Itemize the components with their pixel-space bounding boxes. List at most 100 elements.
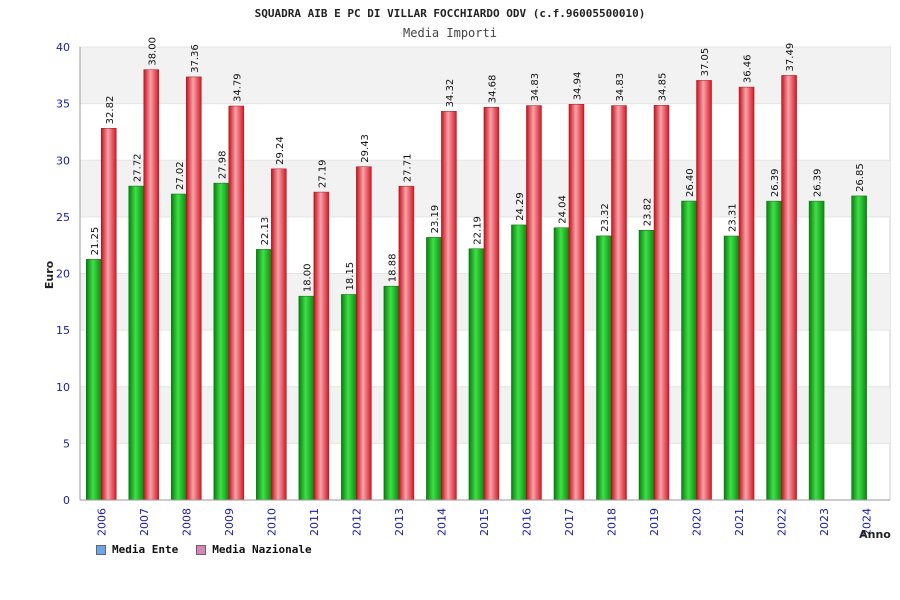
data-label-nazionale: 34.85	[658, 73, 669, 102]
data-label-nazionale: 29.24	[275, 136, 286, 165]
bar-media-ente	[766, 200, 782, 501]
legend-swatch-ente	[96, 544, 106, 555]
x-tick-label: 2010	[265, 508, 278, 536]
x-tick-label: 2023	[818, 508, 831, 536]
bar-media-nazionale	[186, 76, 202, 501]
bar-media-nazionale	[101, 128, 117, 501]
bar-media-ente	[213, 182, 230, 501]
bar-media-ente	[808, 200, 825, 501]
bars: 21.25 32.82 27.72 38.00 27.02 37.36 27.98 34.79…	[86, 37, 867, 501]
data-label-nazionale: 34.32	[445, 79, 456, 108]
y-tick-label: 30	[56, 154, 70, 167]
y-axis-title: Euro	[43, 260, 56, 289]
data-label-nazionale: 29.43	[360, 134, 371, 163]
x-tick-label: 2007	[138, 508, 151, 536]
y-tick-label: 10	[56, 381, 70, 394]
bar-media-nazionale	[356, 166, 372, 501]
data-label-ente: 26.85	[855, 163, 866, 192]
data-label-ente: 21.25	[90, 227, 101, 256]
bar-media-nazionale	[441, 111, 457, 501]
x-tick-label: 2022	[776, 508, 789, 536]
data-label-ente: 18.00	[302, 264, 313, 293]
x-tick-label: 2016	[520, 508, 533, 536]
bar-media-ente	[171, 193, 187, 501]
y-tick-label: 35	[56, 98, 70, 111]
data-label-nazionale: 34.83	[530, 73, 541, 102]
bar-media-ente	[341, 294, 357, 501]
grid-band	[80, 47, 890, 104]
bar-media-nazionale	[228, 105, 245, 501]
data-label-nazionale: 37.05	[700, 48, 711, 77]
data-label-nazionale: 32.82	[105, 96, 116, 125]
x-tick-label: 2018	[605, 508, 618, 536]
data-label-nazionale: 34.83	[615, 73, 626, 102]
bar-media-ente	[596, 235, 612, 501]
data-label-ente: 27.02	[175, 161, 186, 190]
y-tick-label: 20	[56, 268, 70, 281]
y-tick-label: 0	[63, 494, 70, 507]
x-tick-label: 2011	[308, 508, 321, 536]
data-label-nazionale: 37.36	[190, 44, 201, 73]
x-axis: 2006 2007 2008 2009 2010 2011 2012 2013 2014 2015…	[80, 499, 890, 536]
data-label-ente: 18.15	[345, 262, 356, 291]
legend: Media Ente Media Nazionale	[96, 543, 312, 556]
bar-media-ente	[681, 200, 697, 501]
data-label-ente: 24.29	[515, 192, 526, 221]
legend-label-ente: Media Ente	[112, 543, 179, 556]
data-label-ente: 22.13	[260, 217, 271, 246]
data-label-ente: 18.88	[387, 254, 398, 283]
bar-media-nazionale	[398, 185, 415, 501]
bar-media-nazionale	[568, 104, 585, 501]
bar-media-nazionale	[781, 75, 797, 501]
bar-media-ente	[256, 249, 272, 501]
y-tick-label: 15	[56, 324, 70, 337]
data-label-ente: 27.98	[217, 150, 228, 179]
data-label-ente: 24.04	[557, 195, 568, 224]
x-tick-label: 2009	[223, 508, 236, 536]
x-tick-label: 2014	[435, 508, 448, 536]
bar-media-nazionale	[611, 105, 627, 501]
bar-media-ente	[298, 295, 315, 501]
x-tick-label: 2024	[861, 508, 874, 536]
data-label-nazionale: 27.71	[402, 154, 413, 183]
x-tick-label: 2015	[478, 508, 491, 536]
y-tick-label: 40	[56, 41, 70, 54]
x-tick-label: 2008	[180, 508, 193, 536]
bar-media-nazionale	[526, 105, 542, 501]
data-label-nazionale: 34.94	[572, 72, 583, 101]
bar-media-ente	[86, 259, 102, 501]
bar-media-ente	[638, 229, 655, 501]
x-tick-label: 2020	[691, 508, 704, 536]
data-label-ente: 26.40	[685, 168, 696, 197]
chart-subtitle: Media Importi	[403, 26, 497, 40]
x-tick-label: 2017	[563, 508, 576, 536]
x-tick-label: 2021	[733, 508, 746, 536]
bar-media-nazionale	[696, 80, 712, 501]
bar-media-nazionale	[271, 168, 287, 501]
bar-media-nazionale	[483, 106, 500, 501]
data-label-nazionale: 34.79	[232, 73, 243, 102]
x-tick-label: 2006	[95, 508, 108, 536]
y-axis: 0 5 10 15 20 25 30 35 40	[56, 41, 81, 507]
data-label-ente: 23.32	[600, 203, 611, 232]
bar-media-ente	[723, 235, 740, 501]
bar-media-nazionale	[143, 69, 160, 501]
legend-item-nazionale: Media Nazionale	[196, 543, 312, 556]
data-label-nazionale: 38.00	[147, 37, 158, 66]
data-label-nazionale: 34.68	[487, 75, 498, 104]
bar-media-ente	[851, 195, 867, 501]
bar-media-ente	[383, 285, 400, 501]
bar-media-nazionale	[738, 86, 755, 501]
data-label-ente: 23.31	[728, 203, 739, 232]
bar-media-ente	[426, 237, 442, 501]
bar-media-nazionale	[313, 191, 330, 501]
data-label-nazionale: 27.19	[317, 159, 328, 188]
data-label-ente: 26.39	[770, 168, 781, 197]
data-label-ente: 23.82	[643, 198, 654, 227]
bar-media-ente	[511, 224, 527, 501]
x-tick-label: 2019	[648, 508, 661, 536]
data-label-ente: 26.39	[813, 168, 824, 197]
y-tick-label: 5	[63, 437, 70, 450]
bar-media-ente	[553, 227, 570, 501]
